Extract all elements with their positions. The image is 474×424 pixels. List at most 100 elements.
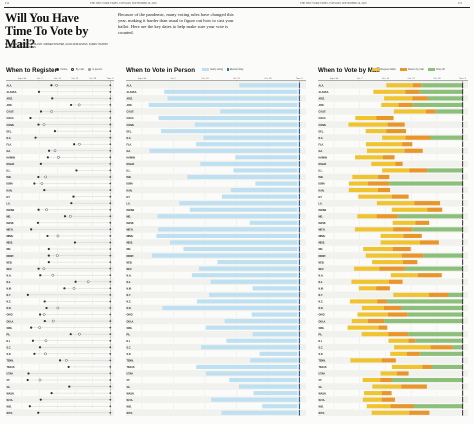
state-label: R.I. [7, 340, 11, 343]
register-deadline-dot [75, 169, 78, 172]
early-voting-bar [148, 102, 298, 107]
state-label: VT. [127, 379, 131, 382]
register-mail-dot [86, 280, 90, 284]
return-by-mail-bar [387, 122, 405, 127]
request-ballot-bar [361, 332, 389, 337]
request-ballot-bar [380, 240, 420, 245]
register-mail-dot [55, 83, 58, 87]
row-band [318, 108, 468, 115]
state-label: NEB. [7, 261, 13, 264]
state-label: OKLA. [127, 320, 135, 323]
state-label: S.D. [7, 353, 12, 356]
early-voting-bar [249, 220, 298, 225]
state-label: W.VA. [319, 399, 326, 402]
register-deadline-dot [38, 313, 42, 316]
state-label: MO. [127, 248, 132, 251]
state-label: OKLA. [319, 320, 327, 323]
election-day-mark [298, 226, 301, 233]
request-ballot-bar [354, 227, 394, 232]
register-election-dot [109, 352, 112, 355]
early-voting-bar [235, 155, 298, 160]
mail-election-day-mark [462, 397, 464, 403]
register-deadline-dot [74, 280, 77, 283]
state-label: LA. [319, 202, 323, 205]
election-day-mark [298, 89, 301, 95]
register-election-dot [109, 293, 112, 296]
drop-off-bar [435, 109, 463, 114]
request-ballot-bar [362, 397, 382, 402]
state-label: ARK. [7, 104, 13, 107]
register-deadline-dot [73, 143, 76, 146]
state-label: ORE. [127, 327, 133, 330]
register-deadline-dot [34, 136, 37, 139]
state-label: GA. [7, 150, 12, 153]
return-by-mail-bar [383, 305, 402, 311]
state-label: IDAHO [127, 163, 135, 166]
state-label: WIS. [319, 405, 325, 408]
election-day-mark [298, 370, 301, 377]
state-label: TENN. [319, 360, 327, 363]
return-by-mail-bar [402, 142, 413, 147]
early-voting-bar [149, 148, 298, 153]
state-label: D.C. [319, 137, 324, 140]
return-by-mail-bar [430, 345, 453, 350]
return-by-mail-bar [417, 273, 442, 278]
state-label: R.I. [319, 340, 323, 343]
state-label: N.Y. [7, 294, 12, 297]
register-mail-dot [51, 319, 55, 323]
axis-tick-label: Nov. 3 [296, 78, 303, 80]
register-mail-dot [57, 156, 60, 159]
drop-off-bar [415, 338, 463, 343]
state-label: N.C. [7, 301, 12, 304]
top-rule [4, 7, 470, 8]
register-election-dot [109, 392, 112, 395]
register-section-title: When to Register [6, 67, 57, 74]
register-deadline-dot [26, 293, 29, 296]
state-label: MISS. [319, 242, 326, 245]
state-label: CALIF. [127, 111, 135, 114]
row-band [126, 383, 306, 390]
state-label: MD. [7, 215, 12, 218]
state-label: MONT. [7, 255, 15, 258]
mail-election-day-mark [462, 108, 464, 115]
mail-election-day-mark [462, 292, 464, 298]
request-ballot-bar [363, 246, 393, 252]
state-label: KY. [127, 196, 131, 199]
state-label: HAWAII [319, 157, 328, 160]
return-by-mail-bar [409, 168, 428, 173]
request-ballot-bar [371, 161, 396, 166]
state-label: ALASKA [319, 91, 329, 94]
request-ballot-bar [366, 404, 391, 409]
request-ballot-bar [365, 129, 387, 134]
request-ballot-bar [390, 351, 407, 356]
register-election-dot [109, 130, 112, 133]
election-day-mark [298, 148, 301, 154]
mail-election-day-mark [462, 272, 464, 278]
register-deadline-dot [26, 378, 29, 382]
early-voting-bar [196, 299, 298, 304]
state-label: MONT. [319, 255, 327, 258]
state-label: N.C. [127, 301, 132, 304]
request-ballot-bar [381, 102, 399, 107]
drop-off-bar [452, 345, 463, 350]
register-legend: Online By mail In person [56, 68, 102, 71]
state-label: NEB. [319, 261, 325, 264]
state-label: IDAHO [7, 163, 15, 166]
request-ballot-bar [351, 279, 389, 284]
drop-off-bar [413, 404, 463, 409]
request-ballot-bar [388, 338, 409, 343]
return-by-mail-bar [404, 148, 423, 153]
state-label: FLA. [127, 143, 133, 146]
state-label: WASH. [319, 392, 327, 395]
register-deadline-dot [63, 287, 66, 290]
register-deadline-dot [47, 261, 50, 264]
state-label: ALA. [7, 84, 13, 87]
state-label: OKLA. [7, 320, 15, 323]
state-label: DEL. [319, 130, 325, 133]
register-election-dot [109, 189, 112, 191]
early-voting-bar [183, 246, 298, 252]
mail-election-day-mark [462, 193, 464, 200]
state-label: HAWAII [7, 157, 16, 160]
state-label: TEXAS [127, 366, 135, 369]
